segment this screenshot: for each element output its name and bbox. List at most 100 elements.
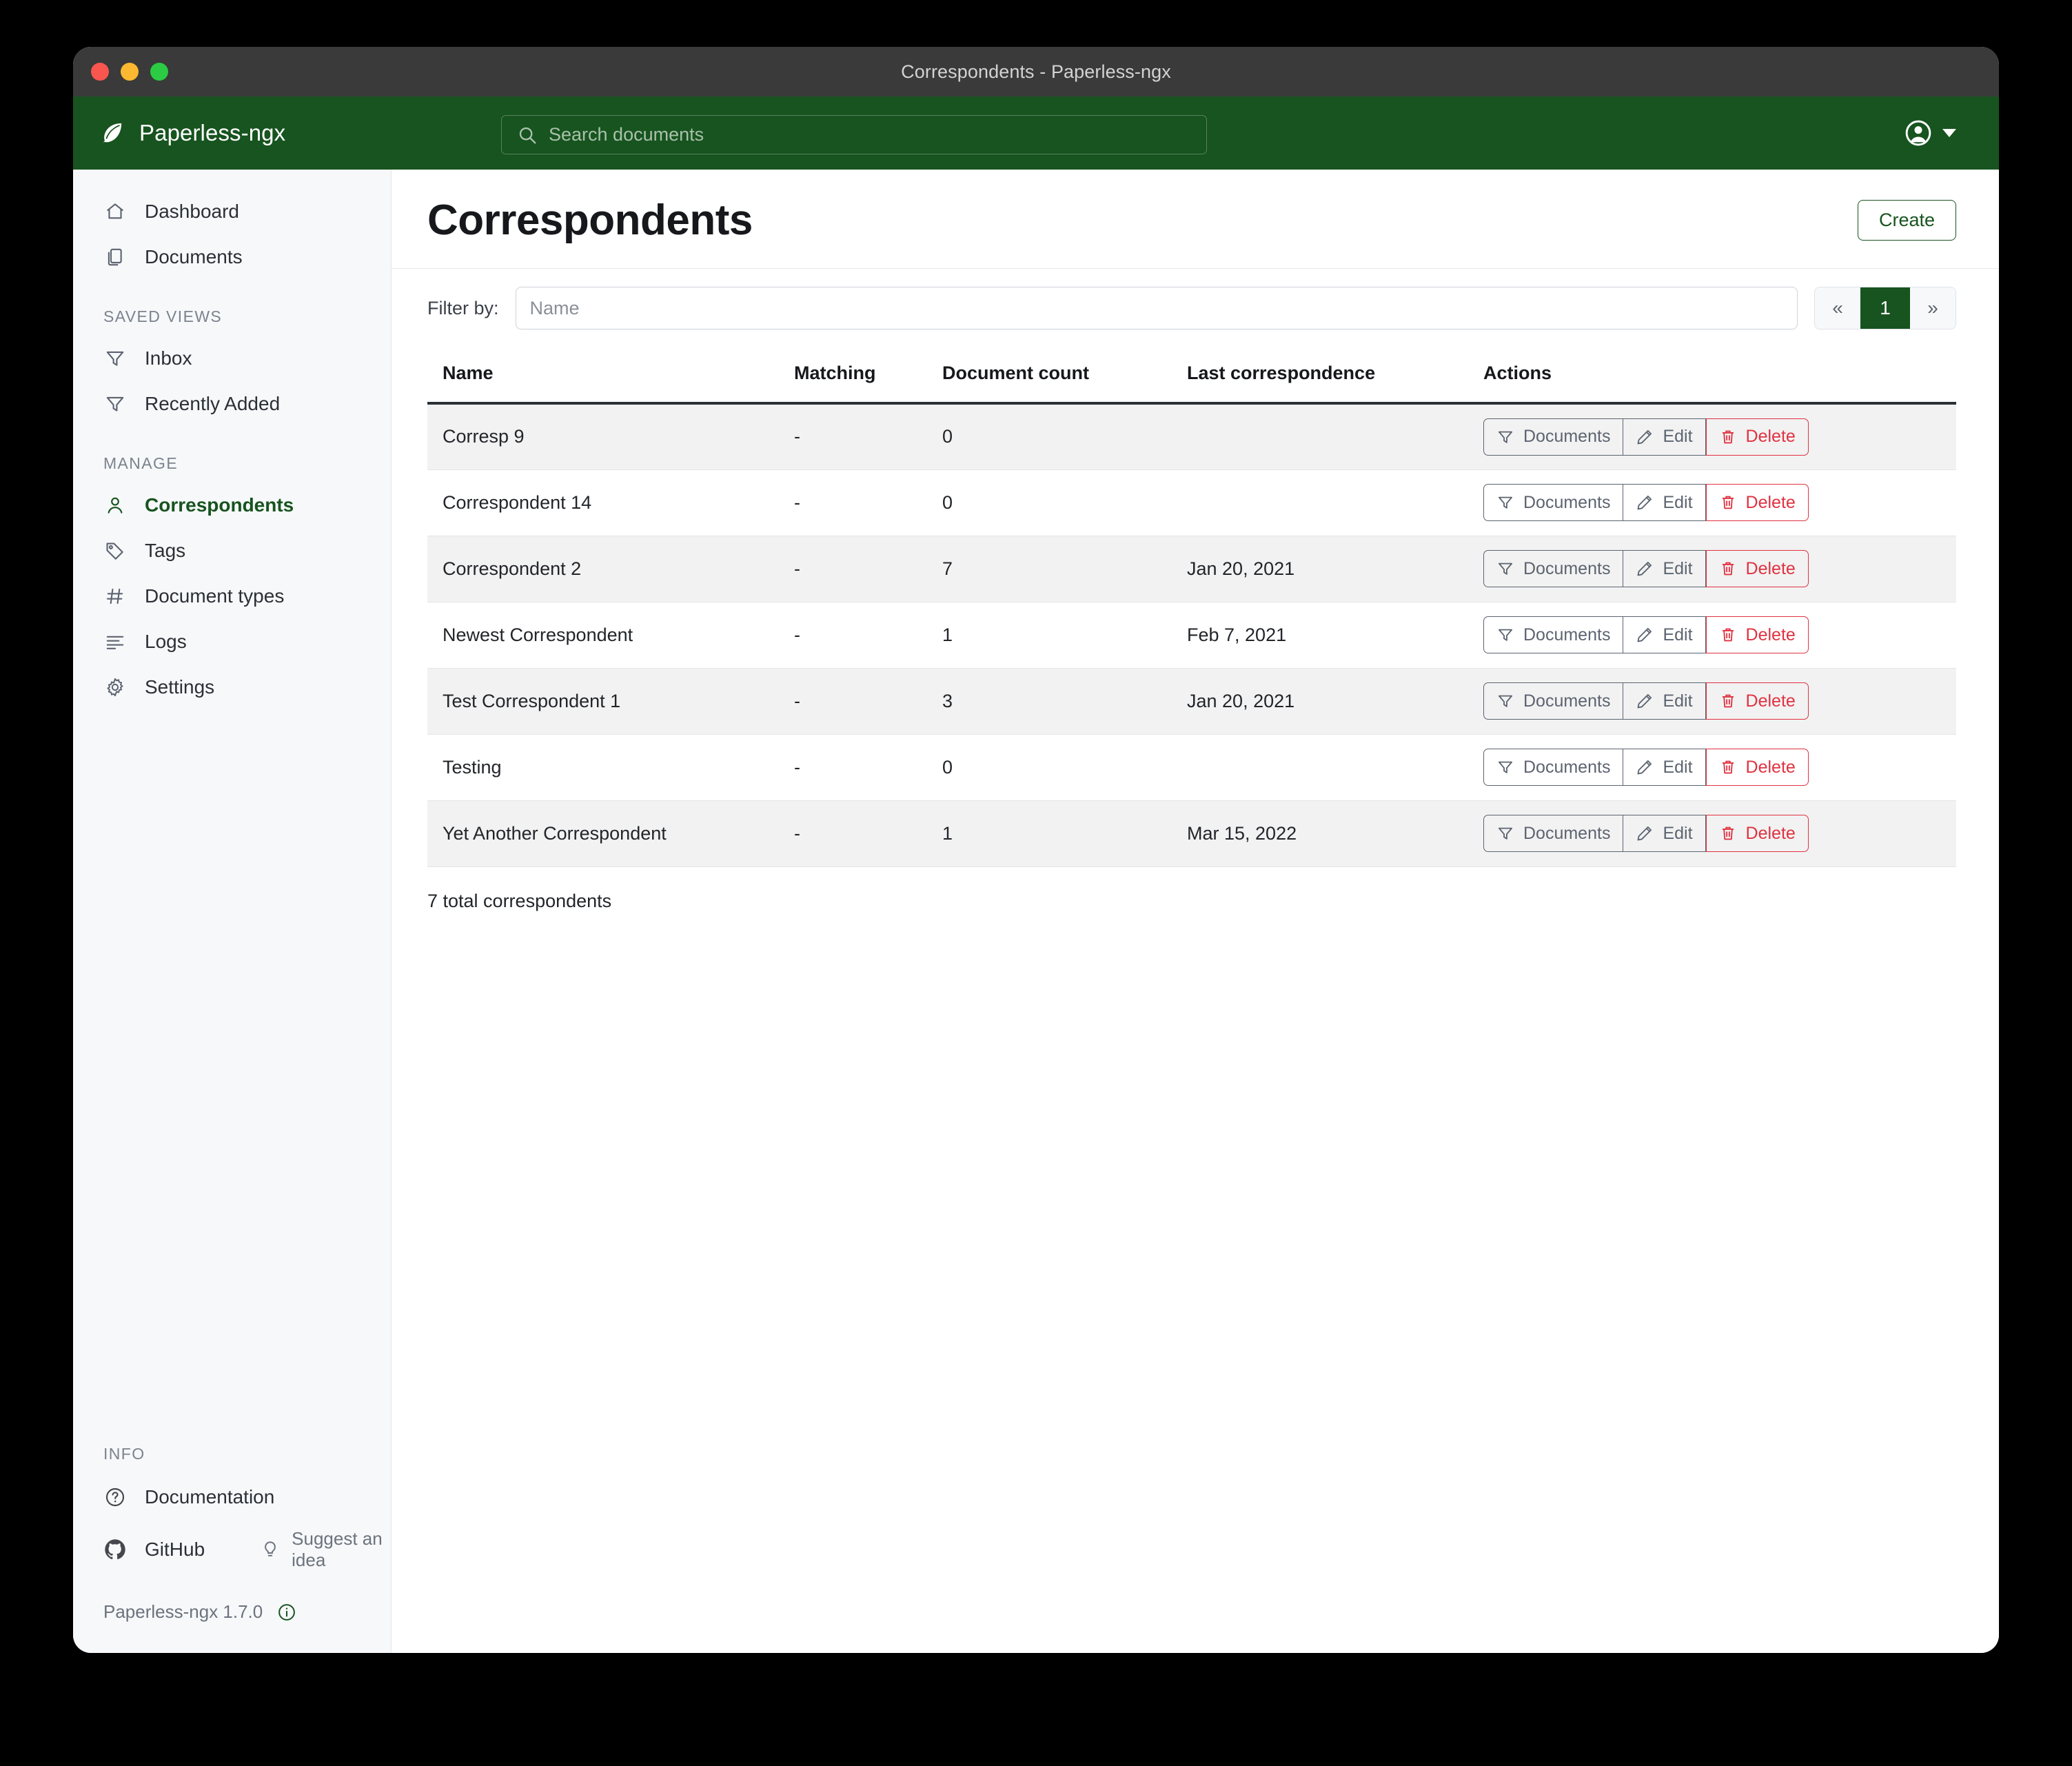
filter-funnel-icon (103, 392, 127, 416)
row-documents-label: Documents (1523, 757, 1611, 777)
global-search-box[interactable]: Search documents (501, 115, 1207, 154)
pagination-page-1-button[interactable]: 1 (1860, 287, 1910, 329)
trash-icon (1719, 692, 1737, 710)
row-edit-button[interactable]: Edit (1623, 749, 1706, 786)
row-delete-label: Delete (1745, 427, 1796, 447)
row-edit-button[interactable]: Edit (1623, 815, 1706, 852)
pencil-icon (1636, 758, 1654, 776)
sidebar-item-documents[interactable]: Documents (73, 234, 391, 280)
sidebar-item-tags[interactable]: Tags (73, 528, 391, 574)
column-header-matching[interactable]: Matching (779, 345, 927, 405)
cell-document-count: 7 (927, 536, 1172, 602)
row-delete-button[interactable]: Delete (1705, 418, 1809, 456)
cell-matching: - (779, 536, 927, 602)
filter-funnel-icon (1496, 494, 1514, 511)
cell-actions: Documents Edit Delete (1468, 403, 1956, 470)
cell-matching: - (779, 734, 927, 801)
row-documents-button[interactable]: Documents (1483, 682, 1624, 720)
minimize-button[interactable] (121, 63, 139, 81)
cell-document-count: 3 (927, 668, 1172, 735)
create-button[interactable]: Create (1857, 200, 1956, 241)
trash-icon (1719, 758, 1737, 776)
trash-icon (1719, 428, 1737, 446)
filter-funnel-icon (1496, 626, 1514, 644)
filter-funnel-icon (1496, 560, 1514, 578)
row-documents-label: Documents (1523, 625, 1611, 645)
sidebar-item-correspondents[interactable]: Correspondents (73, 483, 391, 528)
pagination-prev-button[interactable]: « (1815, 287, 1860, 329)
sidebar-info-links-row: GitHub Suggest an idea (73, 1519, 391, 1581)
cell-last-correspondence (1172, 403, 1468, 470)
sidebar: Dashboard Documents SAVED VIEWS (73, 170, 392, 1653)
lightbulb-icon (258, 1539, 282, 1560)
filter-funnel-icon (1496, 692, 1514, 710)
row-edit-button[interactable]: Edit (1623, 682, 1706, 720)
github-label[interactable]: GitHub (145, 1539, 205, 1560)
column-header-last-correspondence[interactable]: Last correspondence (1172, 345, 1468, 405)
sidebar-section-manage: MANAGE (103, 454, 179, 472)
row-delete-button[interactable]: Delete (1705, 550, 1809, 587)
info-circle-icon[interactable] (276, 1602, 297, 1623)
sidebar-item-inbox[interactable]: Inbox (73, 336, 391, 381)
row-documents-label: Documents (1523, 558, 1611, 578)
table-row: Correspondent 14-0 Documents Edit Delete (427, 469, 1956, 536)
row-documents-button[interactable]: Documents (1483, 484, 1624, 521)
sidebar-item-settings[interactable]: Settings (73, 664, 391, 710)
brand-name: Paperless-ngx (139, 120, 286, 145)
row-delete-label: Delete (1745, 691, 1796, 711)
sidebar-item-label: Dashboard (145, 201, 239, 222)
sidebar-item-label: Correspondents (145, 494, 294, 516)
maximize-button[interactable] (150, 63, 168, 81)
cell-name: Test Correspondent 1 (427, 668, 779, 735)
row-edit-button[interactable]: Edit (1623, 550, 1706, 587)
sidebar-item-suggest-an-idea[interactable]: Suggest an idea (258, 1528, 391, 1571)
row-documents-button[interactable]: Documents (1483, 616, 1624, 653)
sidebar-item-label: Settings (145, 676, 215, 698)
row-delete-label: Delete (1745, 757, 1796, 777)
row-action-group: Documents Edit Delete (1483, 749, 1809, 786)
row-delete-button[interactable]: Delete (1705, 815, 1809, 852)
row-delete-button[interactable]: Delete (1705, 682, 1809, 720)
row-edit-label: Edit (1663, 823, 1693, 843)
window-title: Correspondents - Paperless-ngx (901, 61, 1171, 82)
column-header-name[interactable]: Name (427, 345, 779, 405)
sidebar-item-dashboard[interactable]: Dashboard (73, 189, 391, 234)
row-edit-button[interactable]: Edit (1623, 484, 1706, 521)
row-documents-button[interactable]: Documents (1483, 550, 1624, 587)
table-body: Corresp 9-0 Documents Edit Delete Correspond… (427, 403, 1956, 867)
brand-logo-link[interactable]: Paperless-ngx (73, 119, 392, 147)
user-circle-icon (1903, 118, 1933, 148)
sidebar-item-documentation[interactable]: Documentation (73, 1476, 391, 1519)
correspondents-table-wrapper: Name Matching Document count Last corres… (392, 345, 1999, 867)
account-menu[interactable] (1903, 97, 1956, 170)
close-button[interactable] (91, 63, 109, 81)
row-delete-button[interactable]: Delete (1705, 616, 1809, 653)
row-edit-button[interactable]: Edit (1623, 418, 1706, 456)
filter-label: Filter by: (427, 297, 499, 318)
row-documents-button[interactable]: Documents (1483, 815, 1624, 852)
filter-funnel-icon (1496, 428, 1514, 446)
row-documents-button[interactable]: Documents (1483, 749, 1624, 786)
row-delete-button[interactable]: Delete (1705, 484, 1809, 521)
table-row: Test Correspondent 1-3 Jan 20, 2021 Docume… (427, 668, 1956, 735)
search-placeholder: Search documents (549, 124, 704, 145)
row-documents-button[interactable]: Documents (1483, 418, 1624, 456)
table-row: Yet Another Correspondent -1 Mar 15, 2022 D… (427, 800, 1956, 867)
table-head: Name Matching Document count Last corres… (427, 345, 1956, 405)
list-lines-icon (103, 630, 127, 653)
sidebar-section-saved-views: SAVED VIEWS (103, 307, 223, 325)
sidebar-item-recently-added[interactable]: Recently Added (73, 381, 391, 427)
pagination-next-button[interactable]: » (1910, 287, 1956, 329)
home-icon (103, 200, 127, 223)
traffic-lights (91, 47, 168, 97)
sidebar-item-logs[interactable]: Logs (73, 619, 391, 664)
row-delete-button[interactable]: Delete (1705, 749, 1809, 786)
cell-document-count: 0 (927, 403, 1172, 470)
row-edit-button[interactable]: Edit (1623, 616, 1706, 653)
column-header-document-count[interactable]: Document count (927, 345, 1172, 405)
pagination: « 1 » (1814, 287, 1956, 329)
filter-name-input[interactable] (515, 287, 1798, 329)
cell-last-correspondence: Feb 7, 2021 (1172, 602, 1468, 669)
sidebar-item-document-types[interactable]: Document types (73, 574, 391, 619)
